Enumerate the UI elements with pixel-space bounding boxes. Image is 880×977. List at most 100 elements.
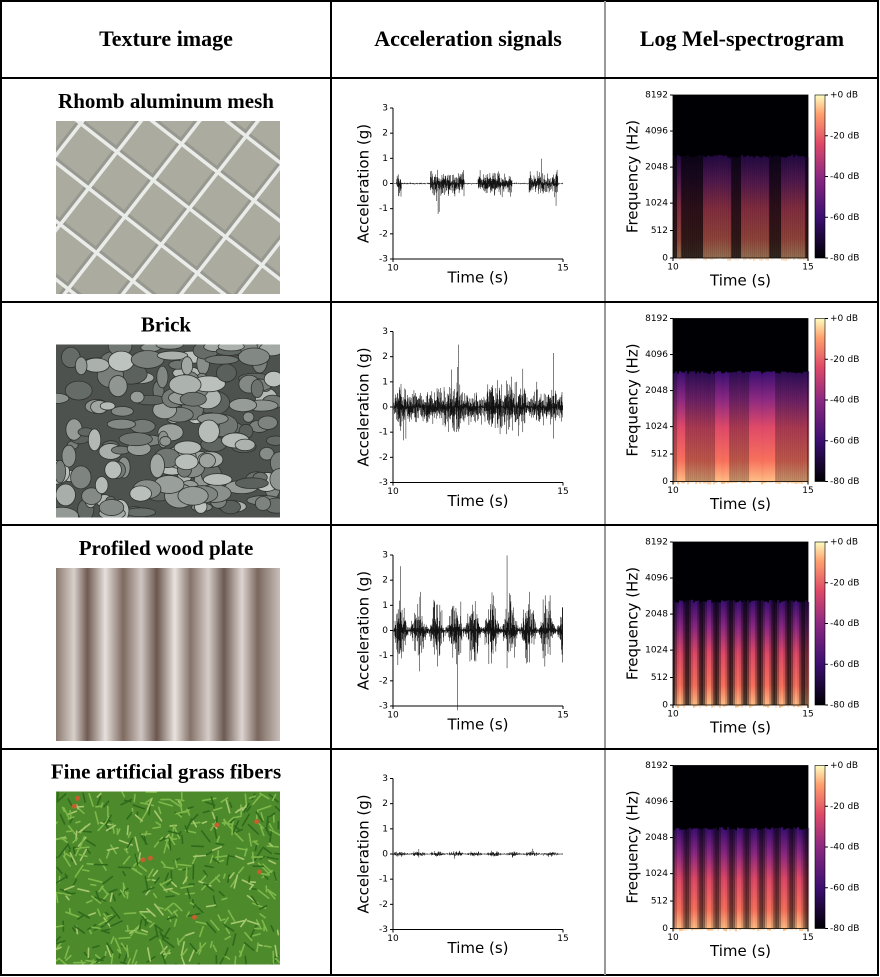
grass-fiber — [162, 949, 171, 961]
spectrogram-column — [727, 599, 730, 706]
grass-fiber — [165, 833, 170, 839]
colorbar-tick-label: -20 dB — [830, 355, 859, 365]
spectrogram-column — [725, 155, 728, 259]
spectrogram-column — [715, 601, 718, 707]
grass-fiber — [234, 855, 245, 861]
spectrogram-column — [679, 600, 682, 706]
stone — [159, 436, 172, 447]
spectrogram-column — [739, 828, 742, 930]
grass-fiber — [95, 805, 103, 808]
grass-fiber — [134, 931, 148, 936]
grass-fiber — [168, 798, 182, 808]
grass-fiber — [62, 855, 71, 867]
spectrogram-column — [783, 829, 786, 932]
texture-image — [56, 121, 280, 294]
spectrogram-column — [779, 156, 782, 260]
speck — [147, 855, 153, 861]
spectrogram-column — [763, 601, 766, 707]
grass-fiber — [266, 856, 279, 861]
spectrogram-column — [789, 156, 792, 260]
grass-fiber — [62, 807, 70, 819]
texture-group — [56, 344, 280, 518]
spectrogram-column — [705, 372, 708, 484]
spectrogram-column — [673, 829, 676, 932]
grass-fiber — [127, 831, 132, 838]
spectrogram-column — [787, 156, 790, 260]
texture-name: Brick — [141, 312, 191, 336]
grass-fiber — [244, 793, 248, 807]
spectrogram-column — [705, 601, 708, 707]
grass-fiber — [256, 805, 272, 812]
grass-fiber — [234, 807, 244, 814]
grass-fiber — [249, 884, 254, 891]
grass-fiber — [59, 888, 73, 895]
grass-fiber — [211, 811, 216, 820]
y-tick-label: 8192 — [645, 538, 668, 548]
grass-fiber — [57, 891, 72, 896]
grass-fiber — [88, 928, 93, 935]
y-tick-label: 1024 — [645, 199, 668, 209]
grass-fiber — [273, 871, 278, 882]
spectrogram-column — [803, 601, 806, 707]
grass-fiber — [191, 819, 198, 828]
grass-fiber — [138, 918, 143, 930]
grass-fiber — [185, 931, 195, 937]
grass-fiber — [124, 848, 129, 854]
spectrogram-column — [731, 156, 734, 260]
spectrogram-column — [755, 827, 758, 930]
spectrogram-column — [795, 600, 798, 706]
grass-fiber — [65, 853, 73, 858]
grass-fiber — [270, 925, 275, 932]
spectrogram-column — [689, 827, 692, 930]
spectrogram-column — [709, 599, 712, 706]
y-tick-label: -2 — [379, 229, 388, 239]
grass-fiber — [275, 957, 280, 965]
stone — [174, 453, 199, 471]
x-axis-label: Time (s) — [447, 269, 509, 287]
grass-fiber — [95, 890, 102, 904]
grass-fiber — [218, 890, 225, 897]
grass-fiber — [249, 924, 258, 939]
grass-fiber — [235, 828, 244, 833]
grass-fiber — [260, 812, 265, 822]
grass-fiber — [60, 836, 69, 844]
stone — [94, 476, 109, 495]
grass-fiber — [173, 825, 181, 839]
texture-name: Profiled wood plate — [79, 536, 254, 560]
stone — [61, 444, 77, 468]
grass-fiber — [244, 847, 248, 857]
grass-fiber — [153, 923, 164, 932]
spectrogram-column — [681, 829, 684, 931]
stone — [74, 356, 88, 376]
y-tick-label: 0 — [382, 626, 388, 636]
stone — [129, 485, 152, 502]
spectrogram-column — [713, 602, 716, 708]
grass-fiber — [246, 920, 260, 926]
grass-fiber — [232, 820, 240, 834]
grass-fiber — [161, 927, 171, 941]
spectrogram-column — [769, 829, 772, 931]
spectrogram-column — [799, 601, 802, 708]
grass-fiber — [109, 920, 123, 928]
y-tick-label: 1024 — [645, 646, 668, 656]
y-tick-label: -2 — [379, 453, 388, 463]
grass-fiber — [169, 889, 180, 896]
grass-fiber — [123, 912, 137, 915]
y-axis-label: Acceleration (g) — [355, 794, 373, 913]
grass-fiber — [173, 963, 177, 965]
grass-fiber — [255, 811, 264, 823]
spectrogram-column — [717, 155, 720, 259]
grass-fiber — [134, 836, 140, 852]
grass-fiber — [257, 862, 269, 874]
spectrogram-column — [723, 601, 726, 707]
grass-fiber — [105, 824, 117, 832]
y-axis-label: Frequency (Hz) — [624, 790, 642, 903]
stone — [129, 390, 145, 404]
spectrogram-column — [751, 370, 754, 482]
grass-fiber — [65, 911, 80, 918]
grass-fiber — [108, 888, 118, 893]
grass-fiber — [241, 813, 251, 827]
spectrogram-column — [775, 372, 778, 484]
grass-fiber — [77, 888, 90, 893]
grass-fiber — [141, 915, 149, 925]
